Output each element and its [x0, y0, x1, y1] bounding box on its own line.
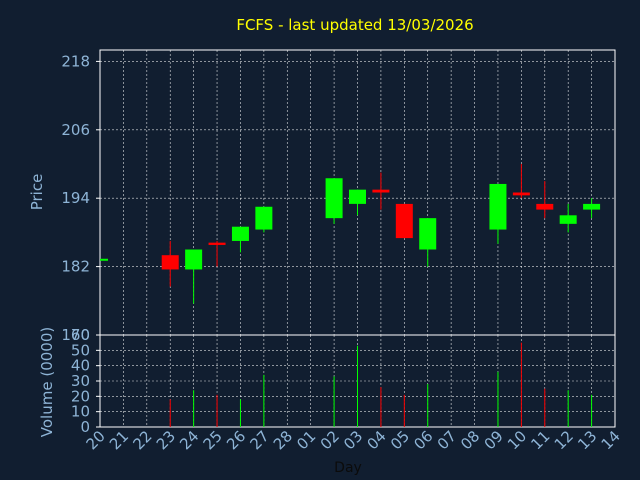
candle-body: [559, 215, 577, 224]
x-tick-label: 27: [246, 427, 272, 453]
x-tick-label: 06: [410, 427, 436, 453]
candle-body: [349, 189, 366, 204]
volume-axis-label: Volume (0000): [38, 327, 56, 437]
x-tick-label: 22: [129, 427, 155, 453]
x-tick-label: 02: [317, 427, 343, 453]
x-tick-labels: 2021222324252627280102030405060708091011…: [83, 427, 624, 453]
price-axis-label: Price: [28, 174, 46, 211]
x-tick-label: 07: [434, 427, 460, 453]
volume-y-tick-label: 0: [80, 418, 90, 436]
candle-body: [512, 192, 530, 196]
x-tick-label: 25: [200, 427, 226, 453]
x-tick-label: 09: [481, 427, 507, 453]
candle-body: [419, 218, 437, 250]
x-axis-label: Day: [334, 460, 362, 476]
x-tick-label: 24: [176, 427, 202, 453]
candle-body: [325, 178, 343, 219]
volume-y-tick-label: 20: [71, 387, 90, 405]
volume-y-tick-label: 50: [71, 341, 90, 359]
volume-y-tick-label: 40: [71, 357, 90, 375]
x-tick-label: 23: [153, 427, 179, 453]
x-tick-label: 08: [457, 427, 483, 453]
x-tick-label: 01: [293, 427, 319, 453]
price-y-tick-label: 206: [61, 121, 90, 139]
x-tick-label: 10: [504, 427, 530, 453]
x-tick-label: 11: [527, 427, 553, 453]
candle-body: [185, 249, 203, 270]
x-tick-label: 05: [387, 427, 413, 453]
chart-title: FCFS - last updated 13/03/2026: [236, 16, 473, 34]
x-tick-label: 03: [340, 427, 366, 453]
price-y-tick-label: 194: [61, 189, 90, 207]
candle-body: [583, 203, 601, 210]
x-tick-label: 26: [223, 427, 249, 453]
x-tick-label: 04: [364, 427, 390, 453]
candle-body: [372, 189, 390, 193]
price-y-tick-label: 182: [61, 258, 90, 276]
candle-body: [208, 242, 226, 245]
x-tick-label: 12: [551, 427, 577, 453]
volume-y-tick-label: 10: [71, 403, 90, 421]
volume-y-tick-label: 30: [71, 372, 90, 390]
x-tick-label: 28: [270, 427, 296, 453]
x-tick-label: 13: [574, 427, 600, 453]
candle-body: [100, 258, 108, 261]
candle-body: [255, 206, 273, 230]
price-y-tick-label: 170: [61, 326, 90, 344]
candle-body: [489, 183, 507, 230]
x-tick-label: 21: [106, 427, 132, 453]
price-y-tick-label: 218: [61, 52, 90, 70]
volume-bars: [169, 342, 593, 427]
price-y-tick-labels: 170 182 194 206 218: [61, 52, 100, 344]
candles: [100, 164, 601, 304]
candle-body: [161, 255, 179, 270]
candle-body: [231, 226, 249, 241]
candle-body: [395, 203, 413, 239]
volume-y-tick-label: 60: [71, 326, 90, 344]
x-tick-label: 14: [598, 427, 624, 453]
candle-body: [536, 203, 554, 210]
